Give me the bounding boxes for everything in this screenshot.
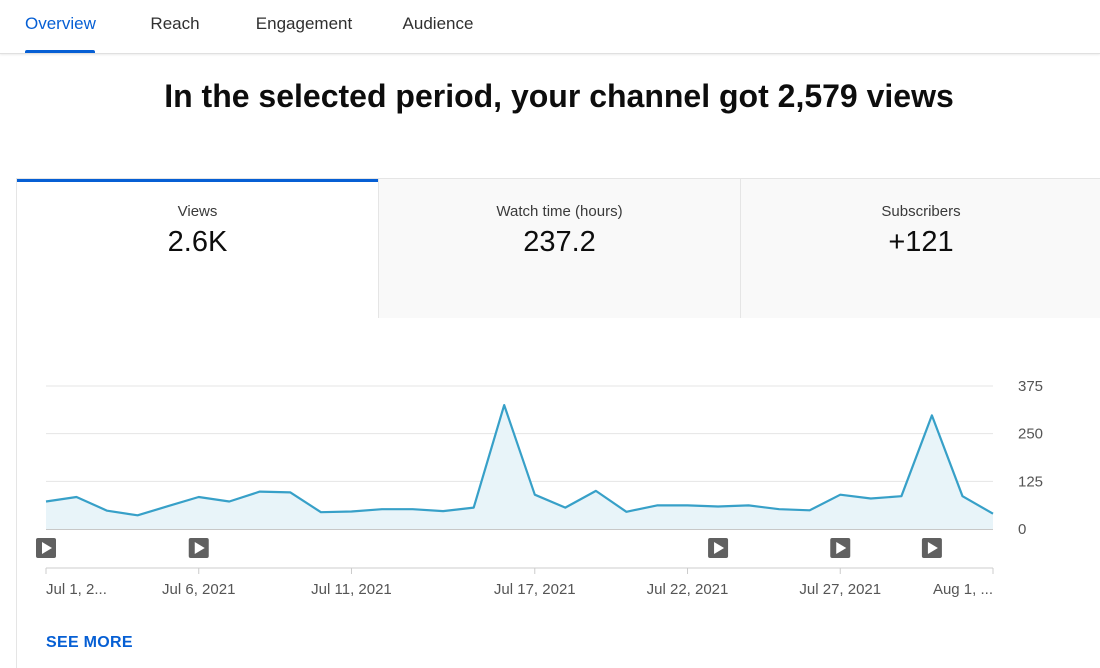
tab-audience[interactable]: Audience [402,14,474,33]
play-icon [836,542,847,554]
metric-subscribers[interactable]: Subscribers +121 [741,179,1100,318]
x-tick-label: Jul 1, 2... [46,581,107,598]
x-tick-label: Jul 11, 2021 [311,581,392,598]
play-icon [927,542,938,554]
metric-watch-time-value: 237.2 [523,226,596,258]
x-tick-label: Jul 6, 2021 [162,581,235,598]
data-point[interactable] [196,494,202,500]
data-point[interactable] [410,506,416,512]
x-tick-label: Aug 1, ... [933,581,993,598]
data-point[interactable] [74,494,80,500]
data-point[interactable] [532,492,538,498]
views-area [46,405,993,529]
data-point[interactable] [990,511,996,517]
play-icon [194,542,205,554]
data-point[interactable] [685,502,691,508]
data-point[interactable] [165,503,171,509]
play-icon [42,542,52,554]
metric-divider [378,179,379,318]
data-point[interactable] [287,489,293,495]
data-point[interactable] [898,493,904,499]
data-point[interactable] [501,402,507,408]
x-tick-label: Jul 22, 2021 [647,581,729,598]
data-point[interactable] [379,506,385,512]
data-point[interactable] [104,508,110,514]
analytics-tab-bar: Overview Reach Engagement Audience [0,0,1100,54]
data-point[interactable] [135,512,141,518]
data-point[interactable] [593,488,599,494]
metric-subscribers-label: Subscribers [881,203,961,220]
tab-overview[interactable]: Overview [25,0,96,53]
y-tick-label: 125 [1018,473,1043,490]
y-tick-label: 250 [1018,426,1043,443]
data-point[interactable] [43,499,49,505]
metric-watch-time[interactable]: Watch time (hours) 237.2 [379,179,740,318]
data-point[interactable] [318,509,324,515]
data-point[interactable] [807,507,813,513]
data-point[interactable] [837,492,843,498]
data-point[interactable] [562,505,568,511]
data-point[interactable] [440,508,446,514]
x-tick-label: Jul 27, 2021 [799,581,881,598]
metric-watch-time-label: Watch time (hours) [496,203,623,220]
see-more-link[interactable]: SEE MORE [46,634,133,651]
play-icon [714,542,725,554]
data-point[interactable] [776,506,782,512]
data-point[interactable] [623,509,629,515]
data-point[interactable] [349,509,355,515]
page-title: In the selected period, your channel got… [164,78,954,114]
tab-reach[interactable]: Reach [150,14,200,33]
metric-divider [740,179,741,318]
data-point[interactable] [226,499,232,505]
metric-views-label: Views [177,203,218,220]
data-point[interactable] [868,496,874,502]
data-point[interactable] [746,502,752,508]
tab-engagement[interactable]: Engagement [255,14,353,33]
data-point[interactable] [654,502,660,508]
data-point[interactable] [960,493,966,499]
x-tick-label: Jul 17, 2021 [494,581,576,598]
metric-views-value: 2.6K [167,226,228,258]
data-point[interactable] [471,505,477,511]
views-line [45,404,994,517]
data-point[interactable] [715,504,721,510]
metric-views[interactable]: Views 2.6K [17,179,378,318]
metric-subscribers-value: +121 [888,226,954,258]
data-point[interactable] [929,412,935,418]
y-tick-label: 375 [1018,378,1043,395]
y-tick-label: 0 [1018,521,1026,538]
data-point[interactable] [257,489,263,495]
metrics-card: Views 2.6K Watch time (hours) 237.2 Subs… [16,178,1100,668]
